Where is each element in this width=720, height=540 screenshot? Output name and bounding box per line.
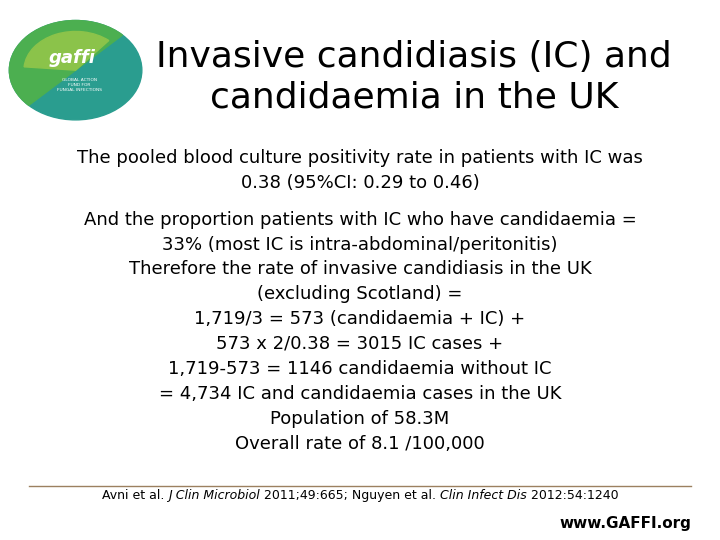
Text: Invasive candidiasis (IC) and: Invasive candidiasis (IC) and (156, 40, 672, 73)
Text: 2012:54:1240: 2012:54:1240 (526, 489, 618, 502)
Text: Avni et al.: Avni et al. (102, 489, 168, 502)
Text: candidaemia in the UK: candidaemia in the UK (210, 80, 618, 114)
Wedge shape (24, 31, 109, 70)
Text: 2011;49:665; Nguyen et al.: 2011;49:665; Nguyen et al. (260, 489, 440, 502)
Text: Clin Infect Dis: Clin Infect Dis (440, 489, 526, 502)
Text: J Clin Microbiol: J Clin Microbiol (168, 489, 260, 502)
Text: The pooled blood culture positivity rate in patients with IC was
0.38 (95%CI: 0.: The pooled blood culture positivity rate… (77, 148, 643, 192)
Text: www.GAFFI.org: www.GAFFI.org (559, 516, 691, 531)
Text: Therefore the rate of invasive candidiasis in the UK
(excluding Scotland) =
1,71: Therefore the rate of invasive candidias… (129, 260, 591, 453)
Text: gaffi: gaffi (48, 49, 96, 68)
Text: GLOBAL ACTION
FUND FOR
FUNGAL INFECTIONS: GLOBAL ACTION FUND FOR FUNGAL INFECTIONS (57, 78, 102, 92)
Circle shape (9, 21, 142, 120)
Text: And the proportion patients with IC who have candidaemia =
33% (most IC is intra: And the proportion patients with IC who … (84, 211, 636, 254)
Wedge shape (9, 21, 122, 105)
